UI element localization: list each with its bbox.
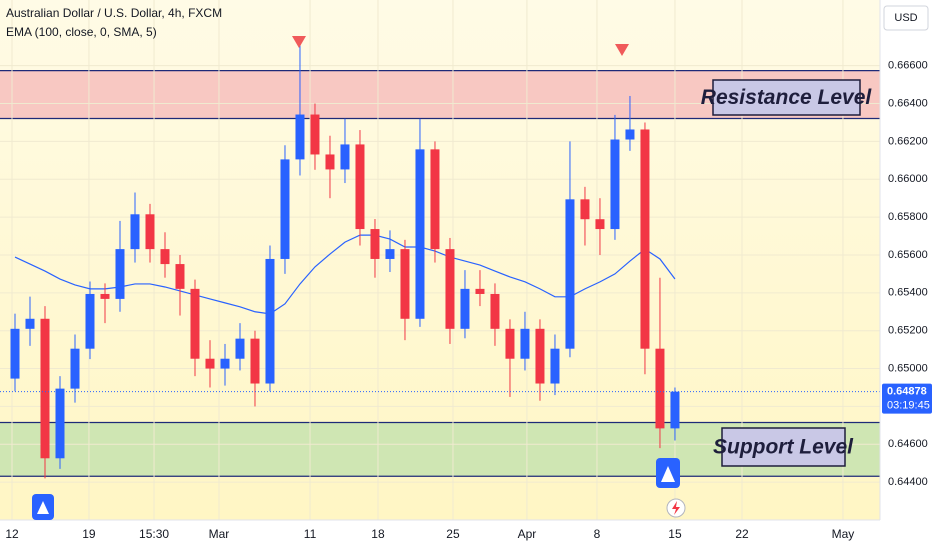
x-tick-label: 18: [371, 527, 385, 541]
candle-body: [445, 249, 455, 329]
candle-body: [145, 214, 155, 250]
bottom-marker-arrow: [37, 501, 49, 514]
y-tick-label: 0.66200: [888, 135, 928, 147]
zone-label: Resistance Level: [701, 86, 873, 109]
candle-body: [550, 348, 560, 384]
currency-box[interactable]: [883, 5, 929, 31]
top-marker: [292, 36, 306, 48]
candle-body: [625, 129, 635, 140]
zone-label-box: [721, 427, 846, 467]
x-tick-label: May: [832, 527, 855, 541]
indicator-label: EMA (100, close, 0, SMA, 5): [6, 25, 157, 39]
candle-body: [220, 358, 230, 369]
price-axis: [880, 0, 932, 550]
top-marker: [615, 44, 629, 56]
candle-body: [70, 348, 80, 389]
x-tick-label: 25: [446, 527, 460, 541]
candle-body: [190, 288, 200, 359]
candle-body: [160, 249, 170, 265]
candle-body: [370, 229, 380, 259]
candle-body: [175, 264, 185, 289]
candle-body: [265, 258, 275, 384]
candle-body: [400, 249, 410, 319]
last-price-label: 0.64878: [887, 386, 927, 398]
x-tick-label: 15:30: [139, 527, 169, 541]
candle-body: [580, 199, 590, 220]
candle-body: [205, 358, 215, 369]
zone-label-box: [712, 79, 861, 116]
x-tick-label: 8: [594, 527, 601, 541]
zone-label: Support Level: [713, 436, 854, 459]
chart-title: Australian Dollar / U.S. Dollar, 4h, FXC…: [6, 6, 222, 20]
y-tick-label: 0.65000: [888, 362, 928, 374]
x-tick-label: 15: [668, 527, 682, 541]
time-axis: [0, 520, 880, 550]
candle-body: [610, 139, 620, 230]
candle-body: [640, 129, 650, 349]
x-tick-label: 22: [735, 527, 749, 541]
candle-body: [100, 293, 110, 299]
x-tick-label: Apr: [518, 527, 537, 541]
candle-body: [460, 288, 470, 329]
candle-body: [55, 388, 65, 459]
bottom-marker-arrow: [661, 466, 675, 482]
y-tick-label: 0.66000: [888, 173, 928, 185]
last-price-box: [882, 383, 932, 414]
candle-body: [355, 144, 365, 230]
candle-body: [10, 328, 20, 379]
y-tick-label: 0.66400: [888, 97, 928, 109]
event-icon-bolt[interactable]: [672, 501, 680, 515]
y-tick-label: 0.64400: [888, 476, 928, 488]
candle-body: [85, 293, 95, 349]
candle-body: [250, 338, 260, 384]
y-tick-label: 0.64600: [888, 438, 928, 450]
candle-body: [475, 288, 485, 294]
candle-body: [115, 249, 125, 299]
candle-body: [670, 391, 680, 429]
x-tick-label: Mar: [209, 527, 230, 541]
y-tick-label: 0.65200: [888, 325, 928, 337]
candle-body: [130, 214, 140, 250]
candle-body: [325, 154, 335, 170]
candle-body: [295, 114, 305, 160]
x-tick-label: 11: [304, 527, 317, 541]
y-tick-label: 0.65600: [888, 249, 928, 261]
candle-body: [280, 159, 290, 259]
candle-body: [40, 318, 50, 459]
candle-body: [415, 149, 425, 319]
candle-body: [490, 293, 500, 329]
candle-body: [385, 249, 395, 259]
candle-body: [595, 219, 605, 230]
candle-body: [430, 149, 440, 250]
candle-body: [235, 338, 245, 359]
candle-body: [520, 328, 530, 359]
y-tick-label: 0.65800: [888, 211, 928, 223]
ema-line: [14, 234, 676, 315]
x-tick-label: 19: [82, 527, 96, 541]
x-tick-label: 12: [5, 527, 19, 541]
countdown-label: 03:19:45: [887, 400, 930, 412]
candle-body: [340, 144, 350, 170]
candle-body: [25, 318, 35, 329]
candle-body: [505, 328, 515, 359]
y-tick-label: 0.65400: [888, 287, 928, 299]
candle-body: [535, 328, 545, 384]
candle-body: [655, 348, 665, 429]
candle-body: [565, 199, 575, 349]
currency-label[interactable]: USD: [894, 12, 917, 24]
y-tick-label: 0.66600: [888, 60, 928, 72]
candle-body: [310, 114, 320, 155]
